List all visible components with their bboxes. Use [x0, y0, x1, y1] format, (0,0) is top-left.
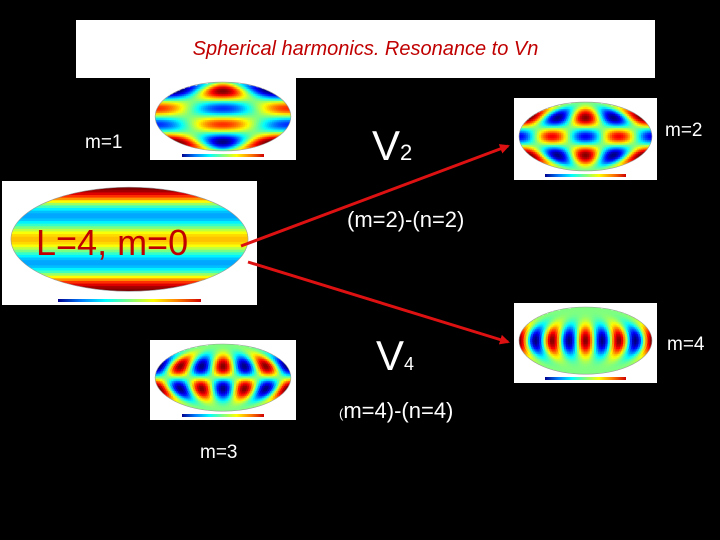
- relation-m4-open: (: [339, 406, 344, 421]
- harmonic-map-svg: [518, 306, 653, 375]
- colorbar: [545, 377, 626, 380]
- arrow-to-m4: [247, 260, 510, 345]
- map-l4-m1: [150, 78, 296, 160]
- colorbar: [182, 154, 264, 157]
- label-m2: m=2: [665, 120, 703, 141]
- v2-label: V2: [372, 122, 412, 170]
- label-m3: m=3: [200, 442, 238, 463]
- label-m1: m=1: [85, 132, 123, 153]
- v4-letter: V: [376, 332, 405, 379]
- colorbar: [182, 414, 264, 417]
- v2-letter: V: [372, 122, 401, 169]
- relation-m4: (m=4)-(n=4): [339, 398, 453, 424]
- v4-label: V4: [376, 332, 414, 380]
- map-l4-m3: [150, 340, 296, 420]
- label-m4: m=4: [667, 334, 705, 355]
- harmonic-map-svg: [154, 81, 292, 152]
- harmonic-map-svg: [154, 343, 292, 412]
- v2-subscript: 2: [400, 140, 413, 165]
- title-box: Spherical harmonics. Resonance to Vn: [76, 20, 655, 78]
- colorbar: [58, 299, 201, 302]
- arrow-to-m2: [240, 144, 510, 248]
- map-l4-m0: [2, 181, 257, 305]
- harmonic-map-svg: [518, 101, 653, 172]
- relation-m4-rest: m=4)-(n=4): [343, 398, 454, 423]
- colorbar: [545, 174, 626, 177]
- main-label: L=4, m=0: [36, 222, 189, 263]
- map-l4-m2: [514, 98, 657, 180]
- v4-subscript: 4: [404, 354, 415, 374]
- slide-title: Spherical harmonics. Resonance to Vn: [192, 38, 539, 60]
- map-l4-m4: [514, 303, 657, 383]
- harmonic-map-svg: [10, 186, 249, 292]
- relation-m2: (m=2)-(n=2): [347, 207, 465, 232]
